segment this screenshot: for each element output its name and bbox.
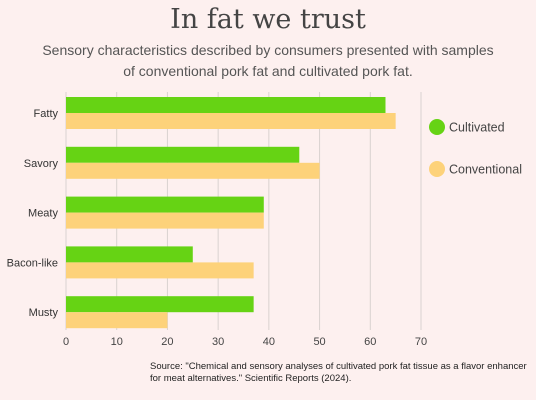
category-label: Musty xyxy=(29,307,59,319)
category-label: Fatty xyxy=(34,108,59,120)
chart-title: In fat we trust xyxy=(170,4,366,35)
x-tick-label: 0 xyxy=(63,336,69,348)
legend-swatch-conventional xyxy=(429,161,445,177)
bar-conventional-fatty xyxy=(66,113,396,129)
x-tick-label: 60 xyxy=(364,336,376,348)
legend-label-cultivated: Cultivated xyxy=(449,121,505,135)
bar-cultivated-fatty xyxy=(66,97,386,113)
bar-cultivated-savory xyxy=(66,146,300,163)
bar-cultivated-meaty xyxy=(66,196,264,213)
bar-conventional-bacon-like xyxy=(66,262,254,279)
x-tick-label: 20 xyxy=(161,336,173,348)
legend: Cultivated Conventional xyxy=(429,119,522,177)
bar-cultivated-bacon-like xyxy=(66,246,193,263)
bar-conventional-savory xyxy=(66,162,320,179)
bar-conventional-meaty xyxy=(66,212,264,229)
legend-swatch-cultivated xyxy=(429,119,445,135)
x-tick-labels: 0 10 20 30 40 50 60 70 xyxy=(63,336,427,348)
bars xyxy=(66,97,396,329)
x-tick-label: 30 xyxy=(212,336,224,348)
bar-cultivated-musty xyxy=(66,296,254,313)
bar-conventional-musty xyxy=(66,312,168,329)
legend-label-conventional: Conventional xyxy=(449,163,522,177)
x-tick-label: 10 xyxy=(111,336,123,348)
x-tick-label: 50 xyxy=(313,336,325,348)
category-label: Savory xyxy=(24,158,59,170)
x-tick-label: 40 xyxy=(263,336,275,348)
chart-subtitle: Sensory characteristics described by con… xyxy=(42,42,494,79)
category-label: Meaty xyxy=(28,208,58,220)
source-note: Source: "Chemical and sensory analyses o… xyxy=(150,361,527,384)
category-label: Bacon-like xyxy=(7,257,58,269)
x-tick-label: 70 xyxy=(415,336,427,348)
category-labels: Fatty Savory Meaty Bacon-like Musty xyxy=(7,108,59,319)
